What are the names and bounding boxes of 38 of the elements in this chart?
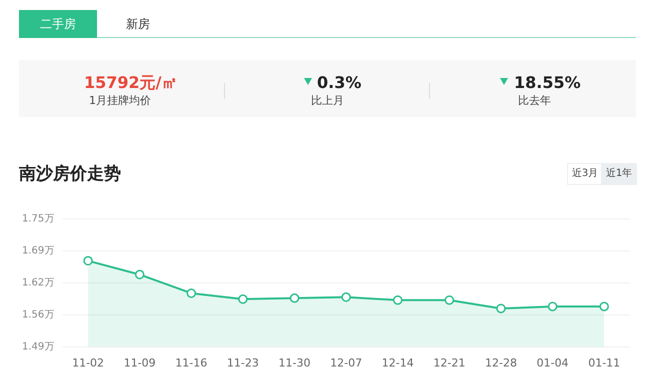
point [83,256,93,266]
x-tick-label: 12-14 [382,356,414,370]
x-tick-label: 01-11 [588,356,620,370]
text: 二手房 [19,10,97,38]
y-tick-label: 1.69万 [22,246,54,257]
point [548,302,558,312]
point [186,288,196,298]
y-tick-label: 1.56万 [22,309,54,320]
y-tick-label: 1.62万 [22,277,54,288]
point [496,304,506,314]
x-tick-label: 12-21 [433,356,466,370]
x-tick-label: 11-30 [278,356,311,370]
text: 比去年 [518,93,551,108]
x-tick-label: 01-04 [536,356,569,370]
x-tick-label: 11-02 [72,356,104,370]
point [444,295,454,305]
text: 近1年 [601,163,637,185]
text: 15792元/㎡ [84,73,178,94]
text: 新房 [125,16,151,33]
point [341,292,351,302]
point [238,294,248,304]
text: 0.3% [317,73,362,92]
y-tick-label: 1.75万 [22,214,54,225]
chart-title: 南沙房价走势 [19,163,121,185]
x-tick-label: 12-07 [330,356,362,370]
text: 近3月 [567,163,603,185]
x-tick-label: 11-16 [175,356,208,370]
point [392,295,402,305]
y-tick-label: 1.49万 [22,341,54,352]
text: 1月挂牌均价 [89,93,151,108]
point [290,293,300,303]
point [599,302,609,312]
x-tick-label: 11-23 [226,356,259,370]
text: 比上月 [311,93,344,108]
x-tick-label: 11-09 [124,356,156,370]
x-tick-label: 12-28 [484,356,517,370]
point [134,270,144,280]
text: 18.55% [514,73,581,92]
